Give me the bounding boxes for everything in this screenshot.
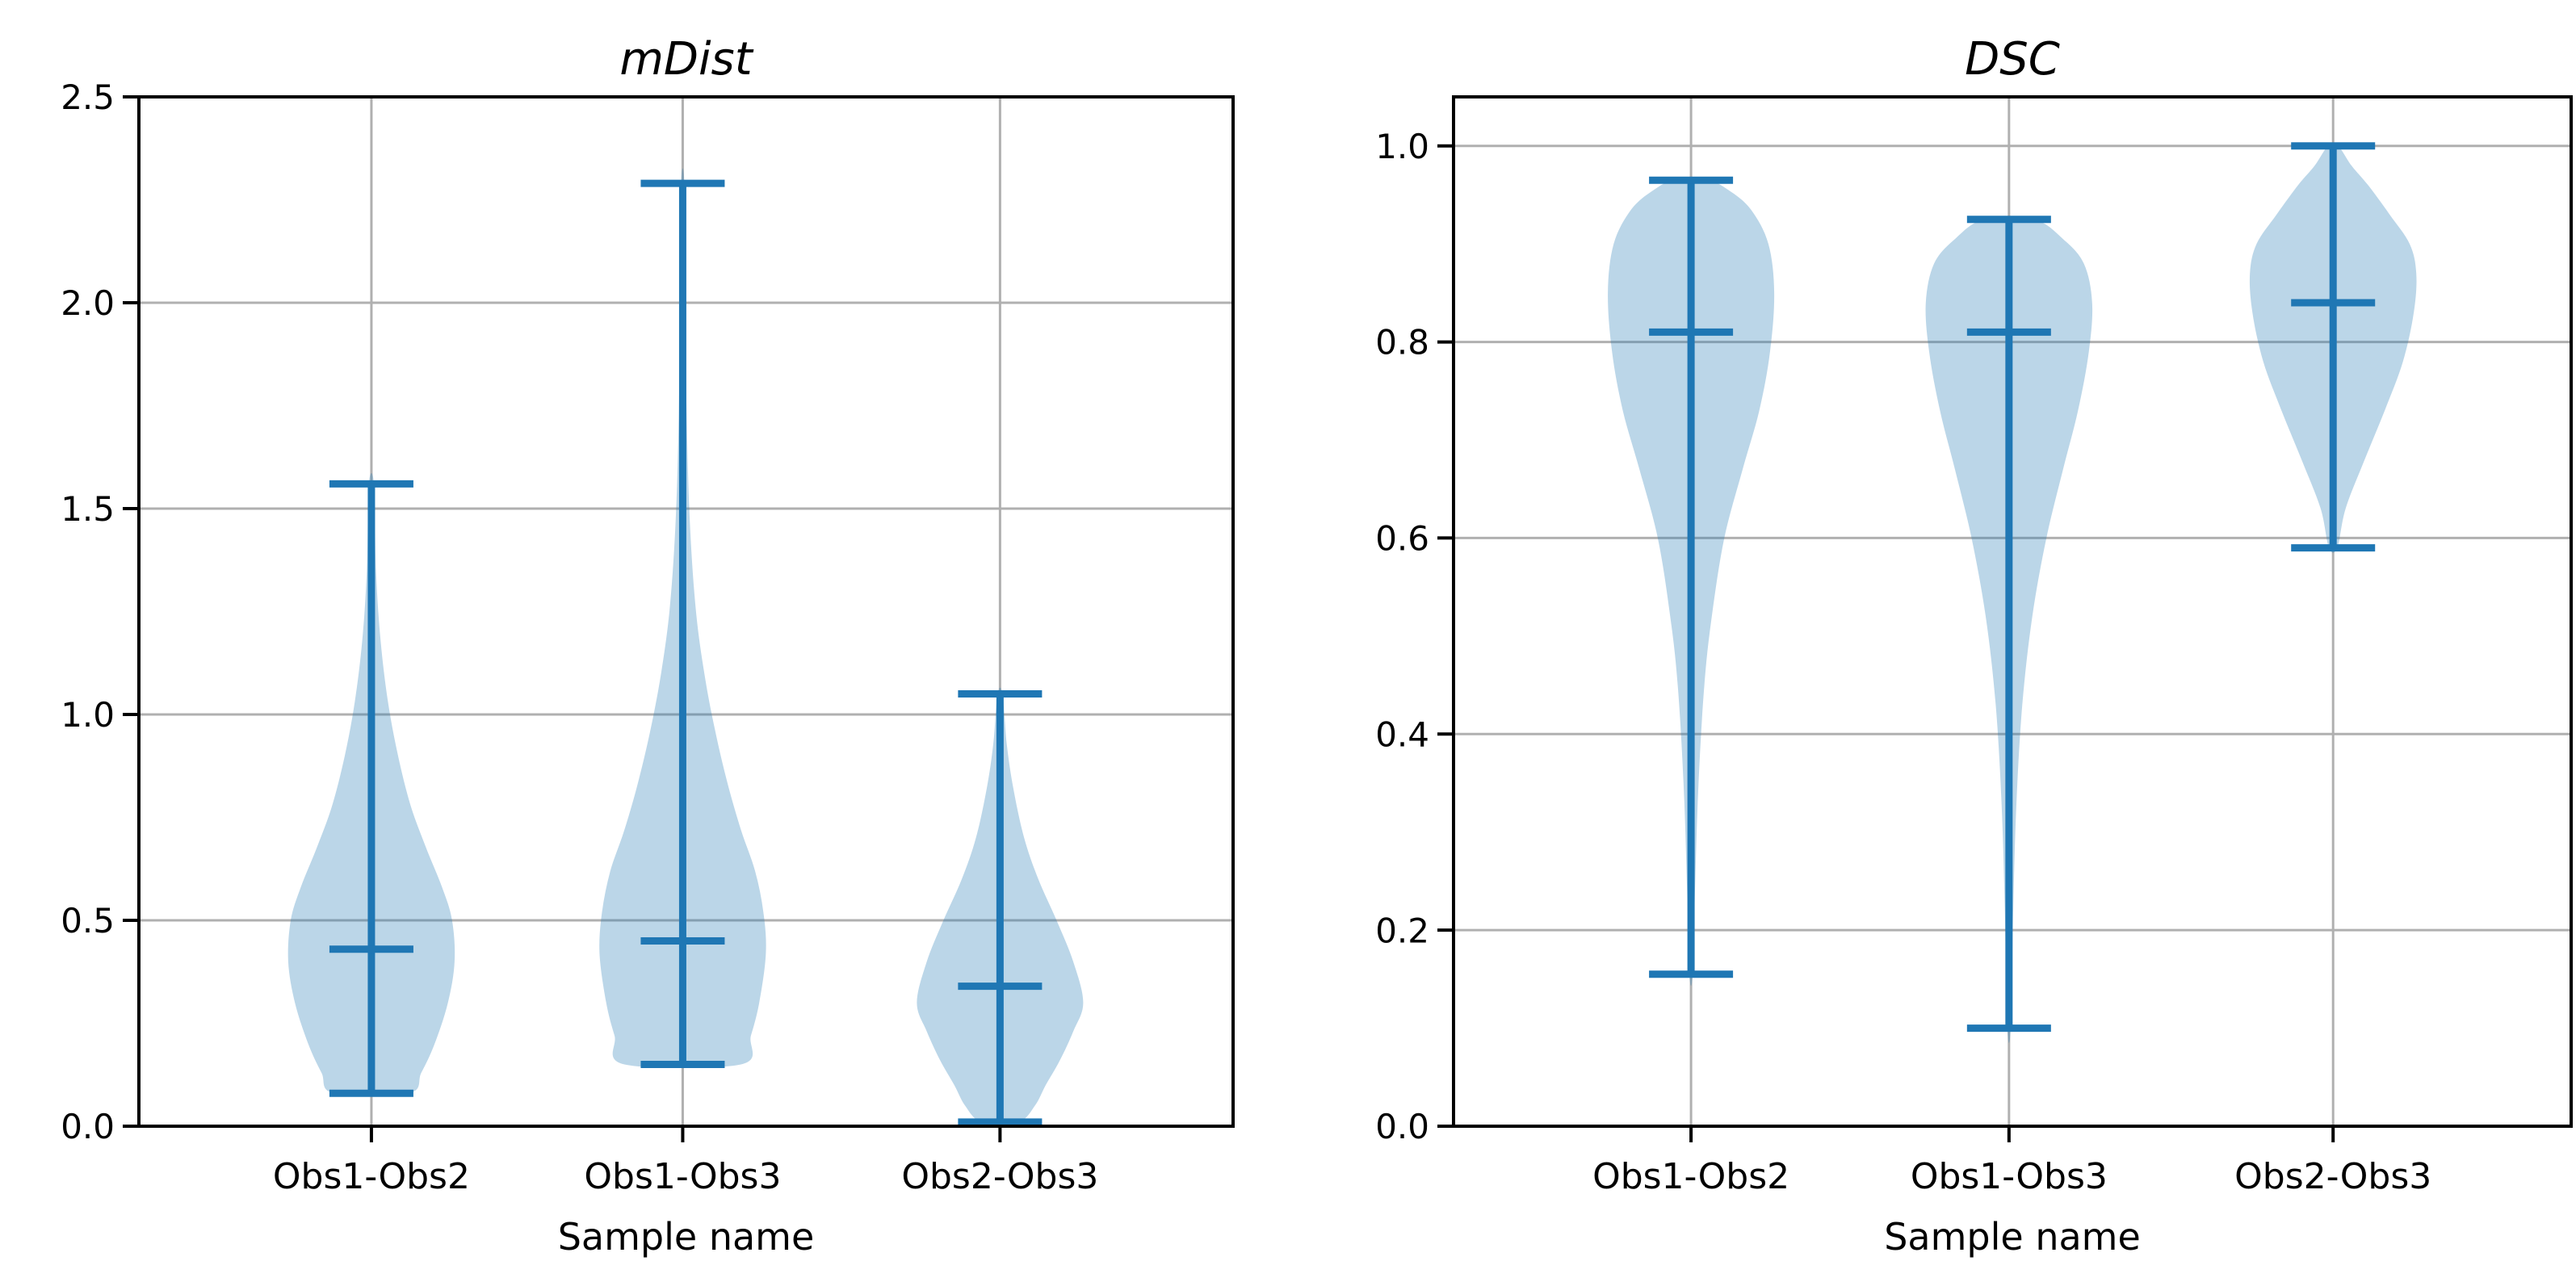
y-tick-label: 0.4 [1375, 714, 1429, 754]
axis-title: DSC [1965, 33, 2060, 86]
x-axis-label: Sample name [558, 1215, 815, 1259]
y-tick-label: 1.5 [61, 489, 115, 529]
y-tick-label: 0.0 [1375, 1107, 1429, 1146]
y-tick-label: 0.2 [1375, 911, 1429, 950]
plot-spine [137, 95, 1235, 1128]
x-axis-label: Sample name [1884, 1215, 2141, 1259]
y-tick-label: 2.5 [61, 78, 115, 117]
x-category-label: Obs1-Obs2 [1592, 1156, 1789, 1197]
panel-mdist: 0.0 0.5 1.0 1.5 2.0 2.5 Obs1-Obs2 Obs1-Obs3 Obs2… [61, 33, 1235, 1259]
y-tick-label: 0.6 [1375, 519, 1429, 559]
axis-title: mDist [619, 33, 753, 86]
y-tick-label: 1.0 [1375, 127, 1429, 166]
x-category-label: Obs2-Obs3 [2234, 1156, 2431, 1197]
y-tick-label: 2.0 [61, 283, 115, 323]
x-category-label: Obs1-Obs2 [273, 1156, 470, 1197]
x-category-label: Obs1-Obs3 [1911, 1156, 2108, 1197]
x-category-label: Obs1-Obs3 [584, 1156, 781, 1197]
y-tick-label: 0.8 [1375, 323, 1429, 362]
y-tick-label: 0.5 [61, 901, 115, 941]
x-category-label: Obs2-Obs3 [901, 1156, 1098, 1197]
y-tick-label: 1.0 [61, 695, 115, 735]
y-tick-label: 0.0 [61, 1107, 115, 1146]
panel-dsc: 0.0 0.2 0.4 0.6 0.8 1.0 Obs1-Obs2 Obs1-Obs3 Obs2… [1375, 33, 2573, 1259]
plot-spine [1452, 95, 2573, 1128]
